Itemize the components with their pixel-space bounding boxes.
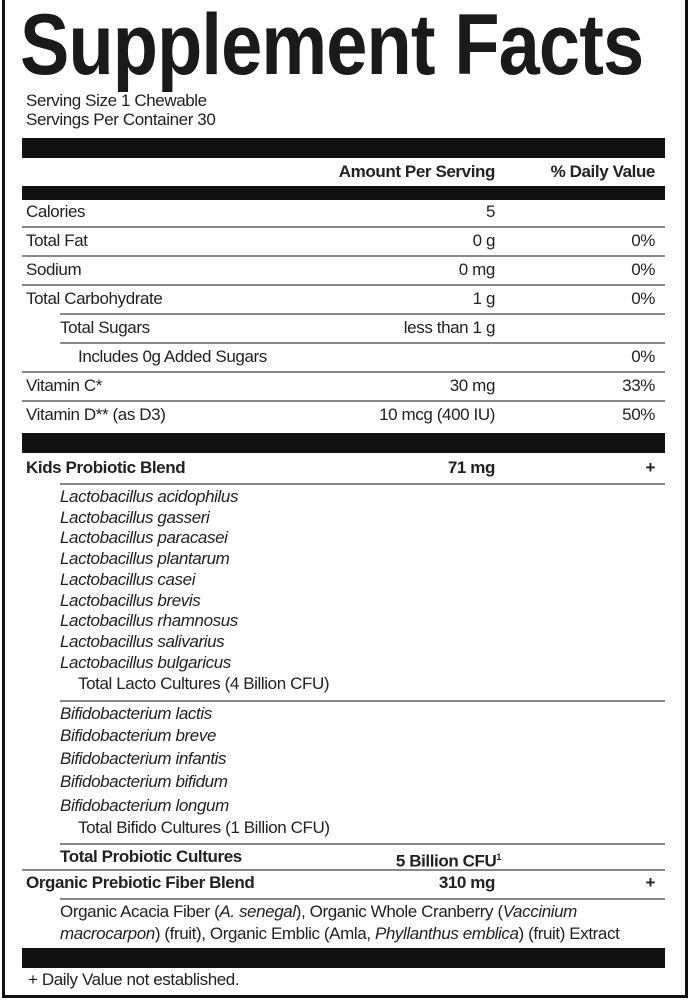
row-amount: 71 mg	[447, 458, 496, 477]
description-text: Vaccinium	[502, 902, 578, 921]
lacto-strain: Lactobacillus acidophilus	[60, 487, 239, 506]
servings-per-container: Servings Per Container 30	[26, 110, 216, 129]
divider-line	[60, 843, 665, 845]
lacto-strain: Lactobacillus paracasei	[60, 528, 228, 548]
bifido-strain: Bifidobacterium lactis	[60, 704, 212, 723]
amount-header: Amount Per Serving	[338, 162, 496, 181]
row-name: Includes 0g Added Sugars	[78, 347, 267, 366]
divider-line	[60, 898, 665, 900]
lacto-strain: Lactobacillus brevis	[60, 590, 201, 610]
row-name: Vitamin C*	[26, 376, 102, 395]
thick-divider	[22, 948, 665, 968]
row-name: Total Fat	[26, 231, 88, 250]
divider-line	[60, 313, 665, 315]
thick-divider	[22, 186, 665, 200]
row-amount: 30 mg	[449, 376, 496, 395]
nutrient-row: Total Carbohydrate 1 g 0%	[0, 289, 691, 309]
divider-line	[22, 400, 665, 402]
row-name: Sodium	[26, 260, 82, 279]
divider-line	[22, 255, 665, 257]
row-amount: 5	[485, 202, 495, 221]
row-amount: 0 mg	[458, 260, 496, 279]
nutrient-row: Includes 0g Added Sugars 0%	[0, 347, 691, 367]
thick-divider	[22, 433, 665, 453]
row-amount: 5 Billion CFU1	[395, 851, 502, 871]
row-daily-value: +	[645, 458, 655, 477]
probiotic-blend-row: Kids Probiotic Blend 71 mg +	[0, 458, 691, 478]
lacto-strain: Lactobacillus salivarius	[60, 631, 225, 651]
bifido-total: Total Bifido Cultures (1 Billion CFU)	[78, 818, 330, 837]
nutrient-row: Vitamin D** (as D3) 10 mcg (400 IU) 50%	[0, 405, 691, 425]
row-daily-value: 0%	[631, 347, 655, 366]
description-text: Phyllanthus emblica	[374, 924, 519, 943]
row-name: Total Sugars	[60, 318, 150, 337]
nutrient-row: Calories 5	[0, 202, 691, 222]
row-name: Kids Probiotic Blend	[26, 458, 186, 477]
divider-line	[22, 226, 665, 228]
description-text: ), Organic Whole Cranberry (	[295, 902, 503, 921]
divider-line	[60, 342, 665, 344]
row-amount: 0 g	[472, 231, 496, 250]
row-name: Vitamin D** (as D3)	[26, 405, 166, 424]
total-probiotic-row: Total Probiotic Cultures 5 Billion CFU1	[0, 847, 691, 871]
lacto-strain: Lactobacillus casei	[60, 569, 196, 589]
bifido-strain: Bifidobacterium infantis	[60, 749, 227, 768]
description-text: ) (fruit) Extract	[518, 924, 620, 943]
bifido-strain: Bifidobacterium bifidum	[60, 772, 228, 791]
thick-divider	[22, 138, 665, 158]
row-daily-value: 0%	[631, 260, 655, 279]
nutrient-row: Total Fat 0 g 0%	[0, 231, 691, 251]
column-header: Amount Per Serving % Daily Value	[0, 162, 691, 182]
nutrient-row: Vitamin C* 30 mg 33%	[0, 376, 691, 396]
lacto-total: Total Lacto Cultures (4 Billion CFU)	[78, 674, 330, 693]
row-name: Calories	[26, 202, 86, 221]
nutrient-row: Total Sugars less than 1 g	[0, 318, 691, 338]
lacto-strain: Lactobacillus bulgaricus	[60, 652, 231, 672]
bifido-strain: Bifidobacterium longum	[60, 796, 229, 815]
divider-line	[60, 700, 665, 702]
row-amount: 310 mg	[438, 873, 496, 892]
serving-size: Serving Size 1 Chewable	[26, 91, 207, 110]
footnote-marker: 1	[496, 852, 501, 862]
description-text: macrocarpon	[60, 924, 155, 943]
lacto-strain: Lactobacillus rhamnosus	[60, 611, 238, 631]
row-daily-value: +	[645, 873, 655, 892]
row-daily-value: 0%	[631, 289, 655, 308]
prebiotic-blend-row: Organic Prebiotic Fiber Blend 310 mg +	[0, 873, 691, 893]
row-daily-value: 50%	[622, 405, 655, 424]
description-text: ) (fruit), Organic Emblic (Amla,	[154, 924, 375, 943]
row-daily-value: 0%	[631, 231, 655, 250]
description-text: Organic Acacia Fiber (	[60, 902, 220, 921]
divider-line	[22, 869, 665, 871]
description-text: A. senegal	[219, 902, 296, 921]
row-amount: 1 g	[472, 289, 496, 308]
label-title: Supplement Facts	[20, 0, 644, 93]
divider-line	[60, 483, 665, 485]
row-name: Total Carbohydrate	[26, 289, 163, 308]
bifido-strain: Bifidobacterium breve	[60, 726, 217, 745]
row-amount: less than 1 g	[403, 318, 496, 337]
row-name: Total Probiotic Cultures	[60, 847, 242, 866]
nutrient-row: Sodium 0 mg 0%	[0, 260, 691, 280]
divider-line	[22, 284, 665, 286]
lacto-strain: Lactobacillus gasseri	[60, 507, 210, 527]
footnote: + Daily Value not established.	[28, 970, 240, 989]
prebiotic-description: Organic Acacia Fiber (A. senegal), Organ…	[60, 902, 577, 922]
dv-header: % Daily Value	[550, 162, 656, 181]
prebiotic-description: macrocarpon) (fruit), Organic Emblic (Am…	[60, 924, 620, 944]
row-amount: 10 mcg (400 IU)	[379, 405, 495, 424]
row-daily-value: 33%	[622, 376, 655, 395]
row-name: Organic Prebiotic Fiber Blend	[26, 873, 255, 892]
divider-line	[22, 371, 665, 373]
lacto-strain: Lactobacillus plantarum	[60, 549, 230, 569]
